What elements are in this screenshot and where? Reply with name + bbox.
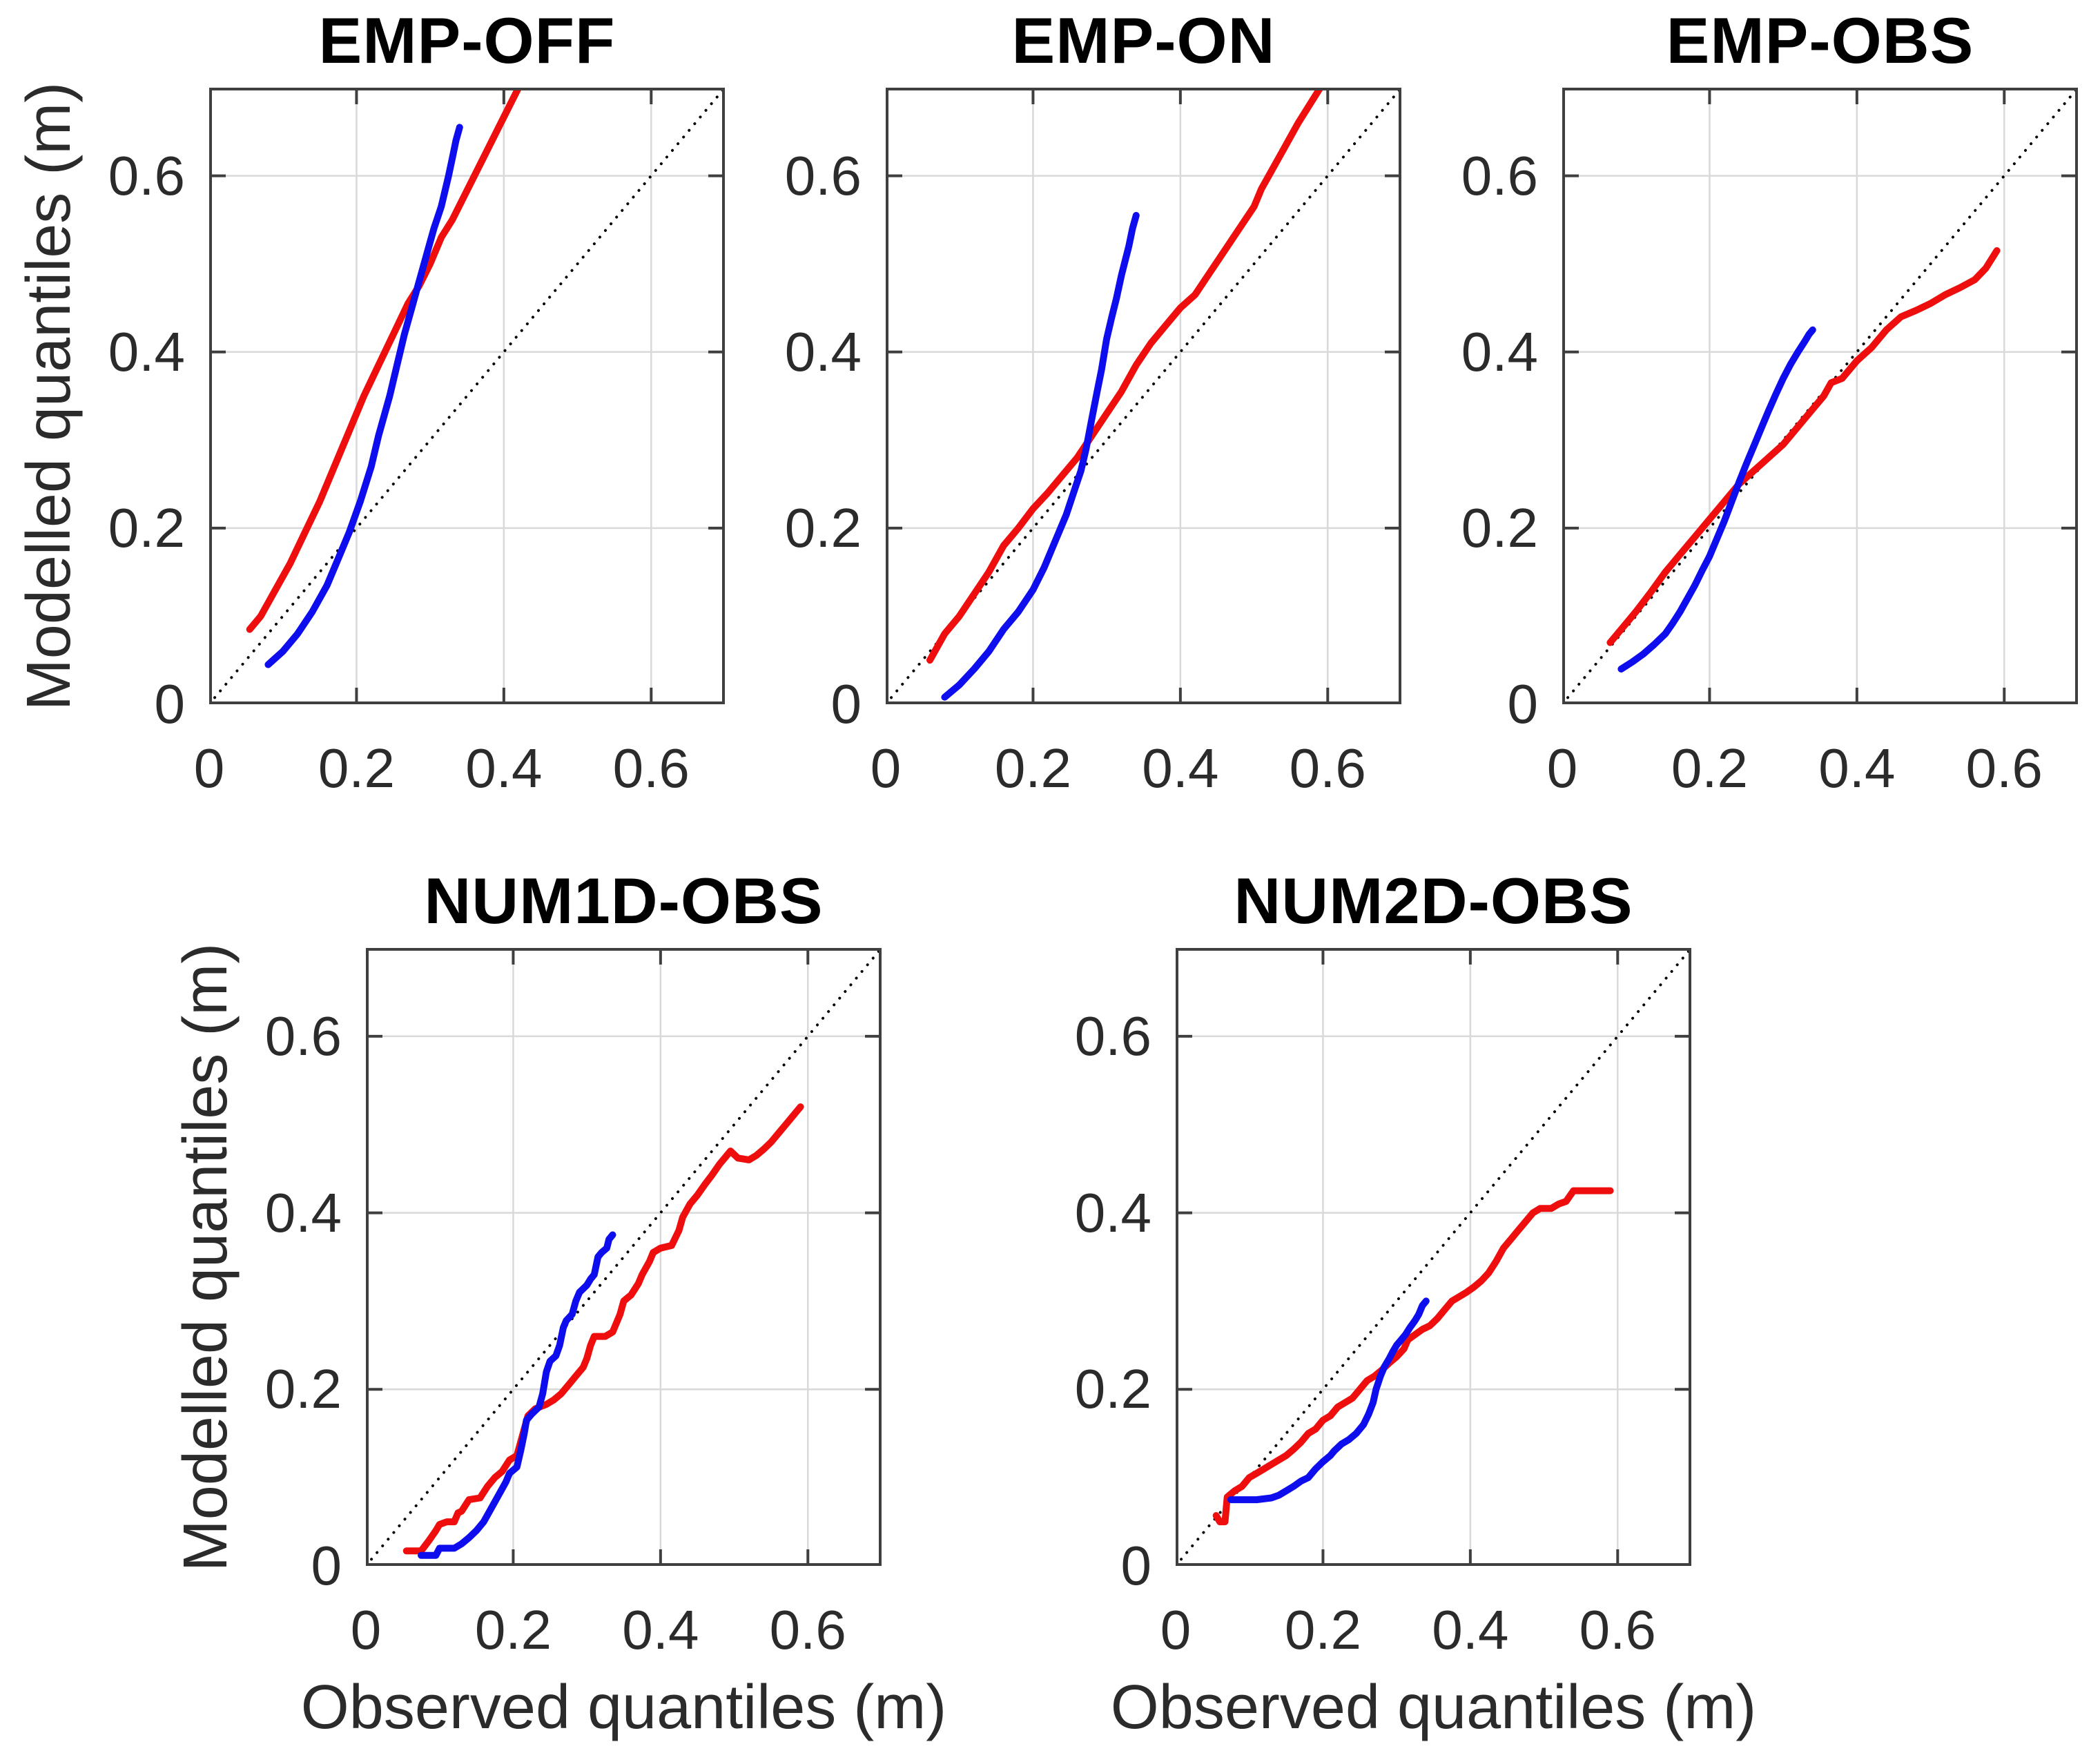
blue-series-line [418,1231,616,1559]
qq-panel-EMP-OFF [208,84,726,706]
y-tick-label: 0 [154,673,186,735]
qq-plot-NUM2D-OBS [1174,947,1693,1567]
axes-box [1176,948,1691,1566]
identity-line [1174,947,1693,1567]
y-tick-label: 0.2 [1074,1358,1151,1420]
y-tick-label: 0 [830,673,862,735]
panel-title: EMP-ON [1011,4,1276,77]
blue-series-line [264,124,463,668]
x-tick-label: 0.4 [1818,737,1896,799]
qq-panel-NUM1D-OBS [364,947,883,1567]
y-tick-label: 0.6 [264,1005,342,1067]
y-axis-label: Modelled quantiles (m) [171,942,240,1571]
x-tick-label: 0.6 [1289,737,1366,799]
qq-plot-EMP-ON [884,84,1403,706]
y-tick-label: 0 [1507,673,1539,735]
axes-box [886,88,1401,704]
blue-series-line [941,212,1140,701]
y-tick-label: 0.2 [784,496,862,559]
x-tick-label: 0.6 [769,1599,846,1661]
y-tick-label: 0.6 [784,144,862,206]
x-tick-label: 0.4 [465,737,543,799]
red-series-line [926,84,1324,664]
x-tick-label: 0.6 [612,737,690,799]
qq-plot-NUM1D-OBS [364,947,883,1567]
qq-panel-NUM2D-OBS [1174,947,1693,1567]
red-series-line [402,1103,804,1555]
blue-series-line [1227,1297,1430,1504]
panel-title: NUM1D-OBS [424,864,824,937]
x-tick-label: 0.2 [318,737,396,799]
x-tick-label: 0 [870,737,902,799]
x-tick-label: 0.6 [1579,1599,1656,1661]
y-tick-label: 0.2 [108,496,185,559]
x-tick-label: 0.2 [474,1599,552,1661]
red-series-line [246,84,523,633]
y-tick-label: 0.4 [108,320,185,383]
identity-line [364,947,883,1567]
x-tick-label: 0 [1160,1599,1192,1661]
red-series-line [1212,1187,1614,1526]
y-tick-label: 0.6 [1074,1005,1151,1067]
blue-series-line [1617,326,1816,672]
axes-box [366,948,882,1566]
y-tick-label: 0.4 [784,320,862,383]
x-tick-label: 0.4 [1432,1599,1509,1661]
qq-plot-EMP-OFF [208,84,726,706]
axes-box [209,88,725,704]
panel-title: EMP-OFF [318,4,616,77]
red-series-line [1606,247,2001,646]
y-axis-label: Modelled quantiles (m) [14,81,84,710]
y-tick-label: 0.2 [264,1358,342,1420]
x-tick-label: 0 [193,737,225,799]
x-tick-label: 0.2 [994,737,1072,799]
x-tick-label: 0.2 [1671,737,1749,799]
y-tick-label: 0.4 [1074,1181,1151,1243]
y-tick-label: 0.6 [108,144,185,206]
x-tick-label: 0 [350,1599,382,1661]
panel-title: EMP-OBS [1666,4,1974,77]
identity-line [884,86,1403,706]
panel-title: NUM2D-OBS [1234,864,1633,937]
y-tick-label: 0 [1120,1535,1152,1596]
x-tick-label: 0.2 [1284,1599,1362,1661]
y-tick-label: 0.6 [1461,144,1538,206]
x-axis-label: Observed quantiles (m) [300,1673,947,1742]
axes-box [1562,88,2078,704]
y-tick-label: 0 [311,1535,342,1596]
x-axis-label: Observed quantiles (m) [1110,1673,1757,1742]
x-tick-label: 0 [1546,737,1578,799]
y-tick-label: 0.2 [1461,496,1538,559]
x-tick-label: 0.4 [622,1599,699,1661]
y-tick-label: 0.4 [264,1181,342,1243]
identity-line [1561,86,2079,706]
y-tick-label: 0.4 [1461,320,1538,383]
qq-panel-EMP-ON [884,84,1403,706]
x-tick-label: 0.6 [1965,737,2043,799]
qq-panel-EMP-OBS [1561,86,2079,706]
qq-plot-EMP-OBS [1561,86,2079,706]
x-tick-label: 0.4 [1142,737,1219,799]
identity-line [208,86,726,706]
